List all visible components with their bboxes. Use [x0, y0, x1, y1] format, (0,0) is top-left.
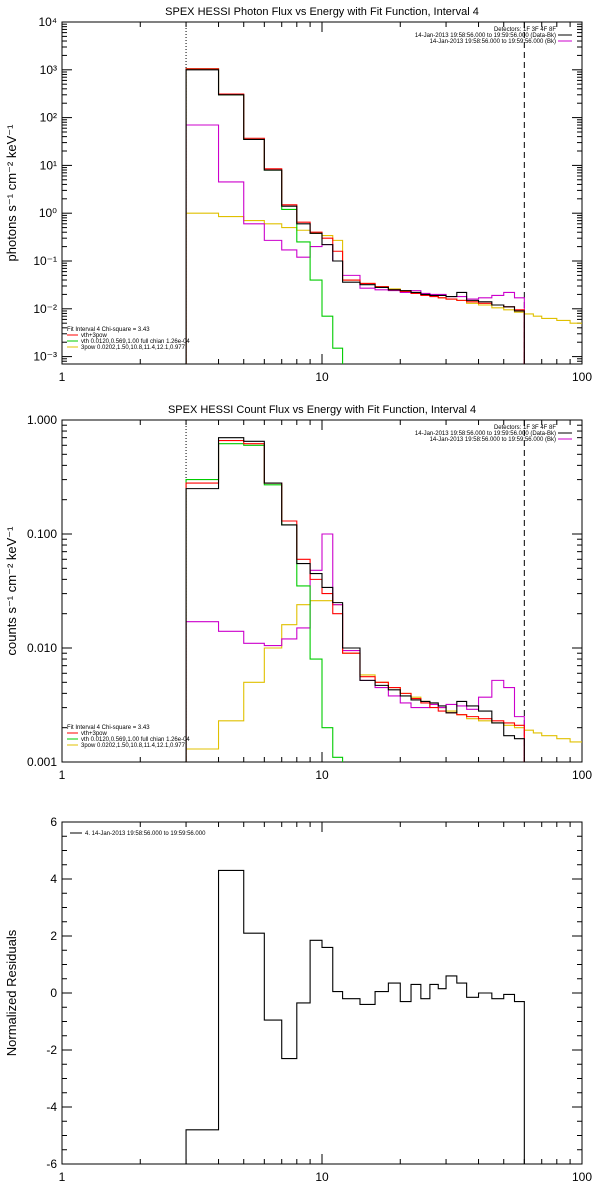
legend-header-line: 14-Jan-2013 19:58:56.000 to 19:59:56.000…	[415, 431, 556, 437]
y-tick-label: 2	[50, 929, 57, 943]
y-tick-label: 10⁻¹	[33, 254, 57, 268]
fit-legend: Fit Interval 4 Chi-square = 3.43vth+3pow…	[67, 327, 190, 351]
fit-legend-line: Fit Interval 4 Chi-square = 3.43	[67, 725, 150, 731]
fit-legend-line: vth+3pow	[81, 333, 108, 339]
y-axis-label: counts s⁻¹ cm⁻² keV⁻¹	[4, 526, 19, 656]
y-tick-label: 10³	[40, 63, 57, 77]
y-axis-label: Normalized Residuals	[4, 929, 19, 1056]
y-tick-label: 0.001	[27, 755, 57, 769]
series-pow-line	[185, 212, 582, 364]
legend-header-line: Detectors: 1F 3F 4F 8F	[494, 425, 556, 431]
legend-header-line: 14-Jan-2013 19:58:56.000 to 19:59:56.000…	[415, 33, 556, 39]
y-tick-label: 0	[50, 986, 57, 1000]
x-tick-label: 1	[59, 768, 66, 782]
series-bk-line	[185, 124, 525, 364]
series-vth-line	[185, 443, 344, 762]
fit-legend-line: 3pow 0.0202,1.50,10.8,11.4,12.1,0.977	[81, 345, 186, 351]
series-group	[185, 437, 582, 762]
y-tick-label: 10⁻²	[33, 302, 57, 316]
x-tick-label: 1	[59, 1170, 66, 1184]
x-tick-label: 100	[572, 370, 592, 384]
fit-legend: Fit Interval 4 Chi-square = 3.43vth+3pow…	[67, 725, 190, 749]
y-axis-ticks: 0.001 0.010 0.100 1.000	[27, 413, 582, 769]
y-tick-label: 10²	[40, 111, 57, 125]
residual-legend: 4. 14-Jan-2013 19:58:56.000 to 19:59:56.…	[70, 831, 206, 837]
x-tick-label: 10	[315, 768, 329, 782]
fit-legend-line: vth+3pow	[81, 731, 108, 737]
y-tick-label: -4	[46, 1100, 57, 1114]
y-tick-label: 1.000	[27, 413, 57, 427]
series-vth-line	[185, 68, 344, 364]
plot-frame	[61, 821, 583, 1165]
fit-legend-line: 3pow 0.0202,1.50,10.8,11.4,12.1,0.977	[81, 743, 186, 749]
series-bk-line	[185, 533, 525, 762]
legend-header-line: 14-Jan-2013 19:58:56.000 to 19:59:56.000…	[430, 39, 556, 45]
y-tick-label: 6	[50, 815, 57, 829]
y-tick-label: -6	[46, 1157, 57, 1171]
x-tick-label: 100	[572, 1170, 592, 1184]
fit-legend-line: Fit Interval 4 Chi-square = 3.43	[67, 327, 150, 333]
y-tick-label: 10⁻³	[33, 350, 57, 364]
series-total-line	[185, 440, 525, 762]
y-tick-label: 0.100	[27, 527, 57, 541]
series-data-line	[185, 869, 525, 1164]
x-tick-label: 1	[59, 370, 66, 384]
residual-legend-label: 4. 14-Jan-2013 19:58:56.000 to 19:59:56.…	[85, 831, 206, 837]
y-tick-label: 10¹	[40, 158, 57, 172]
chart-title: SPEX HESSI Count Flux vs Energy with Fit…	[168, 404, 476, 416]
series-data-line	[185, 437, 525, 762]
x-tick-label: 100	[572, 768, 592, 782]
y-axis-label: photons s⁻¹ cm⁻² keV⁻¹	[4, 124, 19, 262]
panel-2: SPEX HESSI Count Flux vs Energy with Fit…	[4, 404, 592, 782]
fit-legend-line: vth 0.0120,0.569,1.00 full chian 1.26e-0…	[81, 737, 190, 743]
panel-3: Normalized Residuals 1 10 100 -6 -4 -2 0 2 4 6 4. 1…	[4, 815, 592, 1184]
x-tick-label: 10	[315, 370, 329, 384]
series-group	[185, 869, 525, 1164]
x-axis-ticks: 1 10 100	[59, 822, 592, 1184]
x-tick-label: 10	[315, 1170, 329, 1184]
series-total-line	[185, 68, 525, 364]
series-pow-line	[185, 600, 582, 762]
x-axis-ticks: 1 10 100	[59, 22, 592, 384]
panel-1: SPEX HESSI Photon Flux vs Energy with Fi…	[4, 6, 592, 384]
y-tick-label: 0.010	[27, 641, 57, 655]
y-axis-ticks: 10⁻³ 10⁻² 10⁻¹ 10⁰ 10¹ 10² 10³ 10⁴	[33, 15, 582, 365]
y-tick-label: 4	[50, 872, 57, 886]
series-data-line	[185, 69, 525, 364]
legend-header-line: 14-Jan-2013 19:58:56.000 to 19:59:56.000…	[430, 437, 556, 443]
series-group	[185, 68, 582, 364]
y-axis-ticks: -6 -4 -2 0 2 4 6	[46, 815, 582, 1171]
legend-header-line: Detectors: 1F 3F 4F 8F	[494, 27, 556, 33]
fit-legend-line: vth 0.0120,0.569,1.00 full chian 1.26e-0…	[81, 339, 190, 345]
y-tick-label: 10⁴	[38, 15, 57, 29]
chart-title: SPEX HESSI Photon Flux vs Energy with Fi…	[165, 6, 479, 18]
y-tick-label: 10⁰	[39, 206, 57, 220]
y-tick-label: -2	[46, 1043, 57, 1057]
